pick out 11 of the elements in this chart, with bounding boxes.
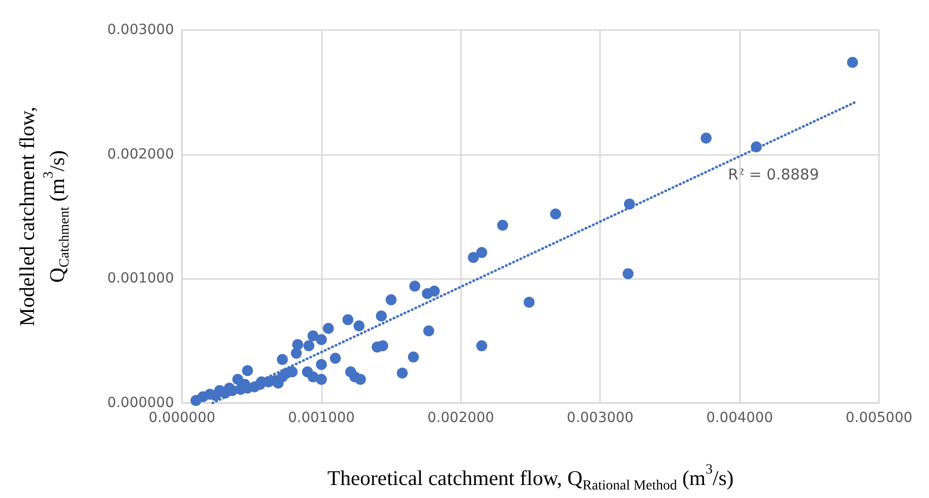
x-tick-label: 0.000000	[148, 410, 216, 426]
x-tick-label: 0.002000	[427, 410, 494, 426]
x-tick-label: 0.003000	[566, 410, 634, 426]
y-tick-label: 0.000000	[107, 395, 174, 411]
y-tick-label: 0.002000	[107, 146, 174, 162]
y-tick-label: 0.003000	[107, 22, 174, 38]
x-tick-label: 0.004000	[706, 410, 774, 426]
annotation: R² = 0.8889	[728, 166, 820, 184]
x-tick-label: 0.001000	[288, 410, 355, 426]
y-tick-label: 0.001000	[107, 270, 174, 287]
x-tick-label: 0.005000	[846, 410, 912, 426]
